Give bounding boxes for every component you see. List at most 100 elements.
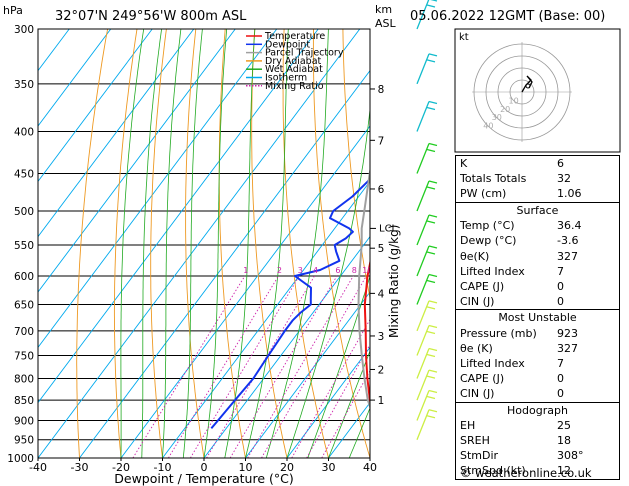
mixing-ratio-line <box>190 275 300 458</box>
isotherm-line <box>38 29 361 458</box>
wind-barb-flag <box>426 4 436 8</box>
y-tick-label: 800 <box>14 373 34 385</box>
mixing-ratio-line <box>321 369 370 458</box>
hodograph-storm-motion <box>525 83 531 89</box>
km-tick-label: 4 <box>378 288 385 300</box>
wind-barb <box>416 274 430 305</box>
y-tick-label: 600 <box>14 271 34 283</box>
index-value: 6 <box>557 157 564 170</box>
hodograph-unit-label: kt <box>459 32 469 43</box>
y-tick-label: 300 <box>14 24 34 36</box>
surface-row: θe(K) 327 <box>456 249 619 264</box>
isotherm-line <box>38 29 236 293</box>
x-tick-label: 10 <box>239 461 253 474</box>
index-value: 923 <box>557 326 578 340</box>
hodograph-ring-label: 30 <box>492 113 502 122</box>
credit-link[interactable]: © weatheronline.co.uk <box>460 466 592 480</box>
wind-barb-flag <box>428 369 438 373</box>
wind-barb <box>416 101 430 132</box>
wind-barb-flag <box>428 273 438 278</box>
index-label: StmSpd (kt) <box>460 464 526 478</box>
km-tick-label: 3 <box>378 331 385 343</box>
wind-barb-flag <box>426 330 436 335</box>
y-tick-label: 550 <box>14 240 34 252</box>
series-line-dewpoint <box>210 178 370 429</box>
wind-barb-flag <box>428 245 438 249</box>
hodo-row: StmSpd (kt) 12 <box>456 463 619 478</box>
hodo-row: SREH 18 <box>456 433 619 448</box>
index-label: K <box>460 157 468 170</box>
wind-barb-flag <box>428 300 438 304</box>
km-label: km <box>375 3 392 16</box>
index-label: Pressure (mb) <box>460 326 537 340</box>
hodo-row: EH 25 <box>456 418 619 433</box>
dry-adiabat-line <box>113 29 138 458</box>
wind-barb-flag <box>428 142 438 147</box>
wind-barb-flag <box>426 415 436 419</box>
lcl-label: LCL <box>379 223 398 234</box>
wet-adiabat-line <box>265 29 329 458</box>
mixing-ratio-label: 1 <box>243 266 248 275</box>
index-value: 0 <box>557 295 564 309</box>
wind-barb-flag <box>428 409 438 413</box>
mixing-ratio-line <box>291 318 370 458</box>
x-tick-label: 40 <box>363 461 377 474</box>
isotherm-line <box>203 235 370 458</box>
wind-barb-flag <box>430 0 438 2</box>
mixing-ratio-line <box>261 275 367 458</box>
surface-row: Temp (°C) 36.4 <box>456 218 619 233</box>
index-row-totals: Totals Totals 32 <box>456 171 619 186</box>
mixing-ratio-label: 2 <box>277 266 282 275</box>
wind-barb-flag <box>428 214 438 218</box>
wet-adiabat-line <box>348 407 370 458</box>
km-tick-label: 2 <box>378 364 385 376</box>
wind-barb-flag <box>428 100 438 105</box>
wet-adiabat-line <box>224 29 256 458</box>
x-tick-label: -20 <box>112 461 130 474</box>
isotherm-line <box>38 29 319 404</box>
x-tick-label: 20 <box>280 461 294 474</box>
index-label: EH <box>460 418 476 432</box>
mixing-ratio-label: 6 <box>335 266 340 275</box>
index-value: 25 <box>557 418 571 432</box>
dry-adiabat-line <box>185 29 205 458</box>
index-value: -3.6 <box>557 234 579 248</box>
wind-barb-flag <box>428 180 438 184</box>
index-label: θe(K) <box>460 249 490 263</box>
dry-adiabat-line <box>76 29 109 458</box>
index-value: 7 <box>557 264 564 278</box>
wind-barb <box>416 0 430 30</box>
wind-barb <box>416 214 430 246</box>
unstable-row: CIN (J) 0 <box>456 386 619 401</box>
index-label: CAPE (J) <box>460 372 505 386</box>
index-value: 0 <box>557 372 564 386</box>
index-value: 32 <box>557 172 571 186</box>
wind-barb-flag <box>426 59 436 63</box>
wind-barb-flag <box>426 106 436 111</box>
unstable-row: Pressure (mb) 923 <box>456 326 619 341</box>
index-value: 308° <box>557 449 584 463</box>
isotherm-line <box>162 180 370 458</box>
dry-adiabat-line <box>372 29 453 458</box>
y-tick-label: 950 <box>14 435 34 447</box>
x-axis-title: Dewpoint / Temperature (°C) <box>114 471 293 486</box>
wind-barb <box>416 409 430 440</box>
y-tick-label: 900 <box>14 415 34 427</box>
series-line-temperature <box>363 256 370 413</box>
unstable-row: θe (K) 327 <box>456 341 619 356</box>
isotherm-line <box>38 29 195 238</box>
isotherm-line <box>286 346 370 458</box>
index-value: 327 <box>557 249 578 263</box>
index-label: PW (cm) <box>460 187 507 201</box>
mixing-ratio-label: 4 <box>313 266 318 275</box>
wet-adiabat-line <box>203 29 228 458</box>
location-label: 32°07'N 249°56'W 800m ASL <box>55 9 247 24</box>
dry-adiabat-line <box>218 29 246 458</box>
wind-barb-flag <box>426 186 436 190</box>
legend-entry: Parcel Trajectory <box>265 48 344 59</box>
wind-barb-flag <box>428 324 438 329</box>
